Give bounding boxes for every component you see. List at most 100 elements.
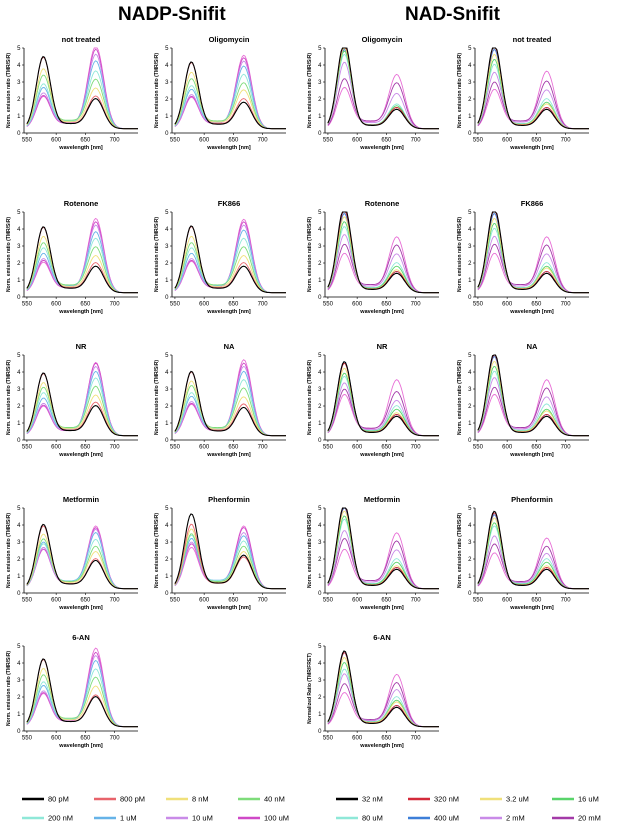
y-tick-label: 1 <box>17 278 21 284</box>
x-tick-label: 650 <box>80 302 91 308</box>
x-tick-label: 600 <box>502 302 513 308</box>
x-tick-label: 650 <box>531 445 542 451</box>
nad-legend-item-2: 320 nM <box>408 795 459 804</box>
x-axis-label: wavelength [nm] <box>359 452 404 458</box>
y-tick-label: 5 <box>165 46 169 52</box>
x-tick-label: 550 <box>22 598 33 604</box>
series-line-2 <box>26 382 138 437</box>
y-tick-label: 1 <box>17 114 21 120</box>
y-tick-label: 3 <box>318 80 322 86</box>
x-axis-label: wavelength [nm] <box>509 145 554 151</box>
y-tick-label: 3 <box>318 244 322 250</box>
y-tick-label: 1 <box>17 712 21 718</box>
series-line-0 <box>174 225 286 294</box>
y-axis-label: Norm. emission ratio (TMR/SiR) <box>6 513 12 588</box>
x-tick-label: 550 <box>323 302 334 308</box>
chart-title: 6-AN <box>373 633 391 642</box>
nad-legend-item-5: 80 uM <box>336 814 383 823</box>
y-tick-label: 1 <box>318 114 322 120</box>
series-line-5 <box>477 355 589 437</box>
y-tick-label: 0 <box>468 131 472 137</box>
series-line-4 <box>477 63 589 130</box>
series-line-4 <box>26 668 138 728</box>
y-tick-label: 3 <box>17 244 21 250</box>
x-tick-label: 550 <box>473 302 484 308</box>
nad-legend-item-8: 20 mM <box>552 814 601 823</box>
y-tick-label: 5 <box>17 644 21 650</box>
y-tick-label: 4 <box>165 63 169 69</box>
y-tick-label: 4 <box>318 661 322 667</box>
chart-panel-5: Rotenone 0 1 2 3 4 5 550 600 650 700 wavelength [nm… <box>6 199 138 315</box>
series-line-0 <box>327 360 439 437</box>
series-line-4 <box>477 370 589 437</box>
chart-panel-17: 6-AN 0 1 2 3 4 5 550 600 650 700 wavelength [nm] Nor… <box>6 633 138 749</box>
chart-panel-7: Rotenone 0 1 2 3 4 5 550 600 650 700 wavelength [nm… <box>307 199 439 315</box>
chart-title: FK866 <box>218 199 241 208</box>
chart-panel-15: Metformin 0 1 2 3 4 5 550 600 650 700 wavelength [n… <box>307 495 439 611</box>
y-axis-label: Norm. emission ratio (TMR/SiR) <box>457 513 463 588</box>
x-tick-label: 600 <box>352 138 363 144</box>
y-tick-label: 0 <box>318 438 322 444</box>
x-tick-label: 700 <box>411 445 422 451</box>
x-tick-label: 650 <box>381 302 392 308</box>
series-line-4 <box>327 226 439 294</box>
x-tick-label: 600 <box>51 736 62 742</box>
y-tick-label: 2 <box>17 695 21 701</box>
y-tick-label: 5 <box>318 210 322 216</box>
legend-label: 80 pM <box>48 795 69 804</box>
y-axis-label: Norm. emission ratio (TMR/SiR) <box>154 217 160 292</box>
y-tick-label: 4 <box>17 523 21 529</box>
chart-panel-16: Phenformin 0 1 2 3 4 5 550 600 650 700 wavelength [… <box>457 495 589 611</box>
series-line-2 <box>26 667 138 728</box>
series-line-8 <box>26 217 138 294</box>
y-tick-label: 0 <box>318 295 322 301</box>
y-tick-label: 1 <box>318 712 322 718</box>
series-line-8 <box>26 47 138 130</box>
series-line-0 <box>26 55 138 130</box>
x-tick-label: 700 <box>411 598 422 604</box>
x-tick-label: 650 <box>228 302 239 308</box>
y-axis-label: Norm. emission ratio (TMR/SiR) <box>457 53 463 128</box>
x-tick-label: 600 <box>502 598 513 604</box>
x-tick-label: 600 <box>199 302 210 308</box>
x-axis-label: wavelength [nm] <box>206 145 251 151</box>
y-tick-label: 1 <box>468 574 472 580</box>
x-tick-label: 550 <box>170 138 181 144</box>
series-line-4 <box>26 70 138 130</box>
y-tick-label: 4 <box>17 370 21 376</box>
x-tick-label: 650 <box>80 736 91 742</box>
nad-legend-item-7: 2 mM <box>480 814 525 823</box>
y-tick-label: 4 <box>318 523 322 529</box>
series-line-4 <box>174 379 286 437</box>
series-line-3 <box>174 242 286 294</box>
x-tick-label: 650 <box>381 138 392 144</box>
y-axis-label: Norm. emission ratio (TMR/SiR) <box>6 651 12 726</box>
legend-label: 1 uM <box>120 814 137 823</box>
x-tick-label: 550 <box>170 598 181 604</box>
y-tick-label: 2 <box>165 404 169 410</box>
x-tick-label: 600 <box>199 138 210 144</box>
x-axis-label: wavelength [nm] <box>206 605 251 611</box>
y-tick-label: 1 <box>17 421 21 427</box>
x-tick-label: 550 <box>473 445 484 451</box>
x-tick-label: 550 <box>473 598 484 604</box>
series-line-4 <box>174 534 286 590</box>
y-tick-label: 5 <box>468 210 472 216</box>
x-tick-label: 650 <box>228 445 239 451</box>
y-tick-label: 2 <box>17 97 21 103</box>
y-axis-label: Normalized Ratio (TMR/FRET) <box>307 653 313 724</box>
y-tick-label: 2 <box>17 404 21 410</box>
nadp-legend-item-5: 200 nM <box>22 814 73 823</box>
x-tick-label: 650 <box>228 138 239 144</box>
y-axis-label: Norm. emission ratio (TMR/SiR) <box>6 53 12 128</box>
chart-panel-8: FK866 0 1 2 3 4 5 550 600 650 700 wavelength [nm] No… <box>457 199 589 315</box>
legend-label: 20 mM <box>578 814 601 823</box>
y-tick-label: 3 <box>165 80 169 86</box>
chart-panel-1: not treated 0 1 2 3 4 5 550 600 650 700 wavelength … <box>6 35 138 151</box>
y-tick-label: 4 <box>17 661 21 667</box>
y-tick-label: 4 <box>468 370 472 376</box>
nad-legend-item-6: 400 uM <box>408 814 459 823</box>
legend-label: 40 nM <box>264 795 285 804</box>
y-tick-label: 1 <box>468 421 472 427</box>
